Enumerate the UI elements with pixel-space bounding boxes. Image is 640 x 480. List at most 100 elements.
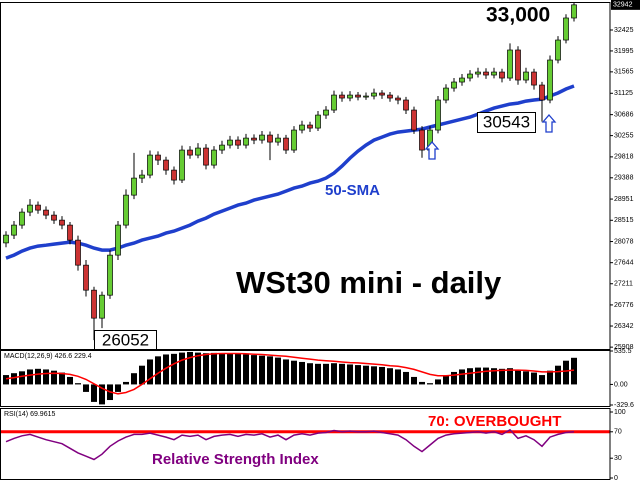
candle-body <box>443 87 449 101</box>
candle-body <box>507 49 513 79</box>
candle-body <box>419 129 425 151</box>
macd-bar <box>187 351 193 385</box>
candle-body <box>307 124 313 129</box>
y-tick-label: 30255 <box>614 132 634 139</box>
candle-body <box>523 71 529 81</box>
macd-bar <box>195 352 201 385</box>
macd-bar <box>403 371 409 385</box>
candle-body <box>27 204 33 213</box>
macd-bar <box>179 352 185 385</box>
macd-bar <box>83 384 89 392</box>
candle-body <box>259 134 265 141</box>
macd-bar <box>283 359 289 385</box>
candle-body <box>83 264 89 291</box>
macd-bar <box>499 368 505 385</box>
macd-bar <box>451 371 457 385</box>
candle-body <box>267 134 273 143</box>
candle-body <box>451 81 457 89</box>
macd-bar <box>123 381 129 385</box>
y-tick-label: 30686 <box>614 111 634 118</box>
macd-bar <box>227 353 233 385</box>
macd-bar <box>475 367 481 385</box>
candle-body <box>483 71 489 76</box>
macd-bar <box>467 368 473 385</box>
candle-body <box>355 94 361 98</box>
macd-bar <box>219 353 225 385</box>
low-label: 26052 <box>102 330 149 349</box>
candle-body <box>59 219 65 226</box>
y-tick-label: 28515 <box>614 217 634 224</box>
candle-body <box>107 254 113 296</box>
candle-body <box>187 149 193 156</box>
macd-bar <box>363 365 369 385</box>
rsi-label: RSI(14) <box>4 411 28 418</box>
macd-bar <box>155 356 161 385</box>
rsi-line <box>5 428 575 461</box>
candle-body <box>43 209 49 216</box>
candle-body <box>531 71 537 86</box>
candle-body <box>235 139 241 146</box>
candle-body <box>131 177 137 196</box>
candle-body <box>219 144 225 151</box>
candle-body <box>91 289 97 319</box>
candle-body <box>299 124 305 131</box>
macd-bar <box>443 375 449 385</box>
signal-value: 229.4 <box>74 353 92 360</box>
y-tick-label: 28078 <box>614 238 634 245</box>
macd-bar <box>43 369 49 385</box>
macd-bar <box>3 375 9 385</box>
macd-bar <box>67 376 73 385</box>
macd-bar <box>515 370 521 385</box>
macd-frame <box>0 350 611 407</box>
last-price: 32942 <box>613 2 633 9</box>
y-tick-label: 0 <box>614 475 618 480</box>
candle-body <box>139 174 145 179</box>
macd-bar <box>235 353 241 385</box>
macd-bar <box>491 368 497 385</box>
macd-bar <box>435 379 441 385</box>
candle-body <box>371 92 377 97</box>
macd-bar <box>11 373 17 385</box>
y-tick-label: 26776 <box>614 302 634 309</box>
macd-bar <box>531 372 537 385</box>
macd-bar <box>251 355 257 385</box>
y-tick-label: 0.00 <box>614 381 628 388</box>
macd-bar <box>379 366 385 385</box>
candle-body <box>411 109 417 131</box>
candle-body <box>403 99 409 111</box>
candle-body <box>387 94 393 99</box>
candle-body <box>179 149 185 181</box>
macd-bar <box>339 363 345 385</box>
y-tick-label: 30 <box>614 455 622 462</box>
candle-body <box>547 59 553 101</box>
candle-body <box>467 73 473 79</box>
macd-bar <box>19 371 25 385</box>
sma-label: 50-SMA <box>325 182 380 199</box>
macd-bar <box>459 369 465 385</box>
candle-body <box>395 97 401 101</box>
low-label: 30543 <box>483 112 530 131</box>
candle-body <box>331 94 337 111</box>
macd-bar <box>211 352 217 385</box>
candle-body <box>75 239 81 266</box>
candle-body <box>35 204 41 211</box>
macd-bar <box>331 363 337 385</box>
candle-body <box>563 17 569 41</box>
candle-body <box>163 159 169 171</box>
macd-bar <box>259 355 265 385</box>
plot-area <box>0 3 610 461</box>
candle-body <box>67 224 73 241</box>
y-tick-label: 31995 <box>614 48 634 55</box>
candle-body <box>251 137 257 141</box>
macd-bar <box>99 384 105 405</box>
candle-body <box>99 294 105 319</box>
macd-header: MACD(12,26,9) 426.6 229.4 <box>4 353 92 360</box>
annotation-box <box>477 112 536 133</box>
candle-body <box>211 149 217 166</box>
candle-body <box>499 71 505 79</box>
macd-bar <box>27 369 33 385</box>
candle-body <box>571 4 577 19</box>
macd-bar <box>427 383 433 385</box>
arrow <box>424 141 440 160</box>
candle-body <box>3 234 9 244</box>
